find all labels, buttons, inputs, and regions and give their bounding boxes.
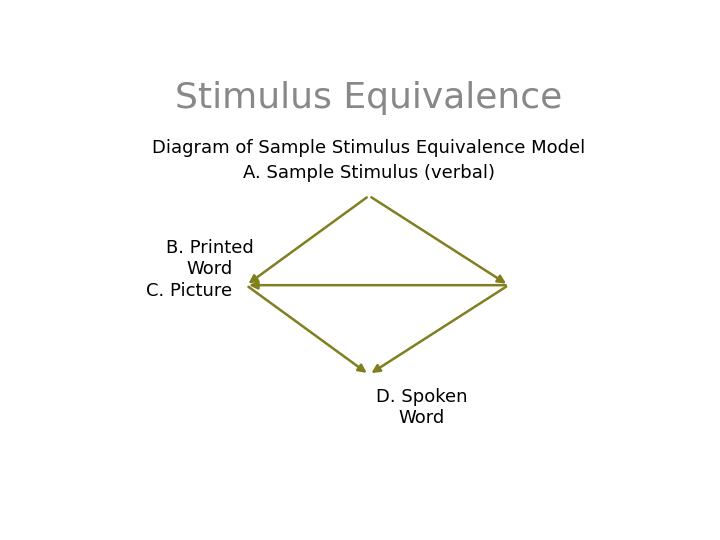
Text: A. Sample Stimulus (verbal): A. Sample Stimulus (verbal) [243, 164, 495, 182]
Text: Stimulus Equivalence: Stimulus Equivalence [176, 81, 562, 115]
Text: C. Picture: C. Picture [145, 282, 232, 300]
FancyBboxPatch shape [84, 60, 654, 485]
Text: B. Printed
Word: B. Printed Word [166, 239, 254, 278]
Text: Diagram of Sample Stimulus Equivalence Model: Diagram of Sample Stimulus Equivalence M… [153, 139, 585, 157]
Text: D. Spoken
Word: D. Spoken Word [377, 388, 468, 427]
